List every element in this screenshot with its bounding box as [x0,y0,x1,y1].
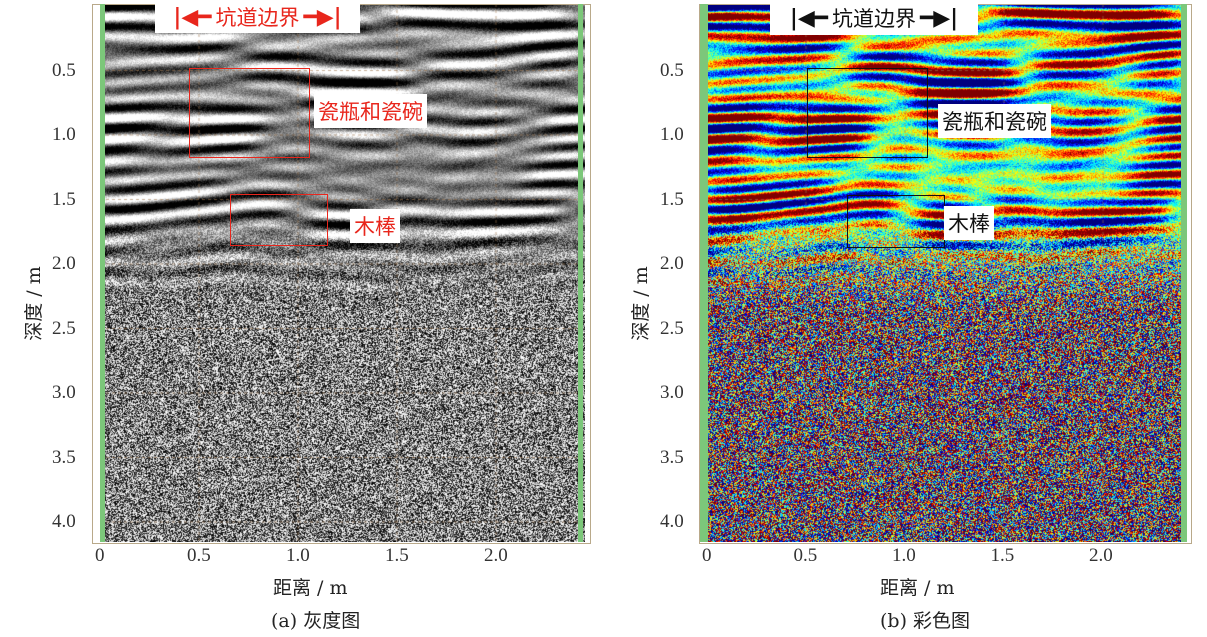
boundary-label: |◀━ 坑道边界 ━▶| [770,0,978,35]
y-tick-label: 0.5 [660,59,684,81]
edge-bar [100,4,105,542]
target-label-1: 瓷瓶和瓷碗 [314,94,427,128]
x-tick-label: 1.0 [892,545,916,566]
edge-bar [1181,4,1187,542]
y-tick-label: 1.0 [660,124,684,145]
y-tick-label: 3.5 [660,446,684,468]
y-tick-label: 3.0 [52,382,76,403]
x-tick-label: 1.0 [286,545,310,566]
edge-bar [578,4,583,542]
x-tick-label: 0 [95,545,105,566]
radargram-gray [100,4,585,542]
y-tick-label: 3.0 [660,382,684,403]
boundary-text: 坑道边界 [832,6,916,31]
y-tick-label: 1.0 [52,124,76,145]
y-tick-label: 1.5 [52,188,76,210]
target-box-2 [847,195,945,248]
y-tick-label: 2.5 [52,317,76,339]
y-tick-label: 2.0 [660,253,684,274]
arrow-right-icon: ━▶| [920,4,959,31]
x-axis-label: 距离 / m [880,577,955,599]
y-tick-label: 2.5 [660,317,684,339]
x-tick-label: 1.5 [385,545,409,566]
y-tick-label: 2.0 [52,253,76,274]
y-axis-label: 深度 / m [629,266,652,341]
x-tick-label: 0 [702,545,712,566]
x-tick-label: 0.5 [187,545,211,566]
y-tick-label: 4.0 [52,511,76,532]
x-tick-label: 2.0 [484,545,508,566]
y-axis-label: 深度 / m [22,266,45,341]
target-box-1 [189,68,310,158]
y-tick-label: 0.5 [52,59,76,81]
target-label-2: 木棒 [944,206,994,240]
x-tick-label: 0.5 [793,545,818,566]
arrow-right-icon: ━▶| [303,3,342,30]
x-tick-label: 2.0 [1089,545,1113,566]
arrow-left-icon: |◀━ [789,4,828,31]
y-tick-label: 4.0 [660,511,684,532]
x-tick-label: 1.5 [990,545,1015,566]
arrow-left-icon: |◀━ [173,3,212,30]
radargram-color [707,4,1187,542]
y-tick-label: 3.5 [52,446,76,468]
x-axis-label: 距离 / m [273,577,348,599]
target-label-2: 木棒 [350,209,400,243]
target-box-2 [230,194,328,246]
edge-bar [700,4,708,542]
target-box-1 [807,68,928,158]
boundary-text: 坑道边界 [215,5,300,30]
caption: (a) 灰度图 [271,610,361,632]
plot-frame [92,4,591,544]
y-tick-label: 1.5 [660,188,684,210]
target-label-1: 瓷瓶和瓷碗 [938,104,1051,138]
plot-frame [699,4,1192,544]
boundary-label: |◀━ 坑道边界 ━▶| [155,0,360,33]
caption: (b) 彩色图 [880,610,971,632]
